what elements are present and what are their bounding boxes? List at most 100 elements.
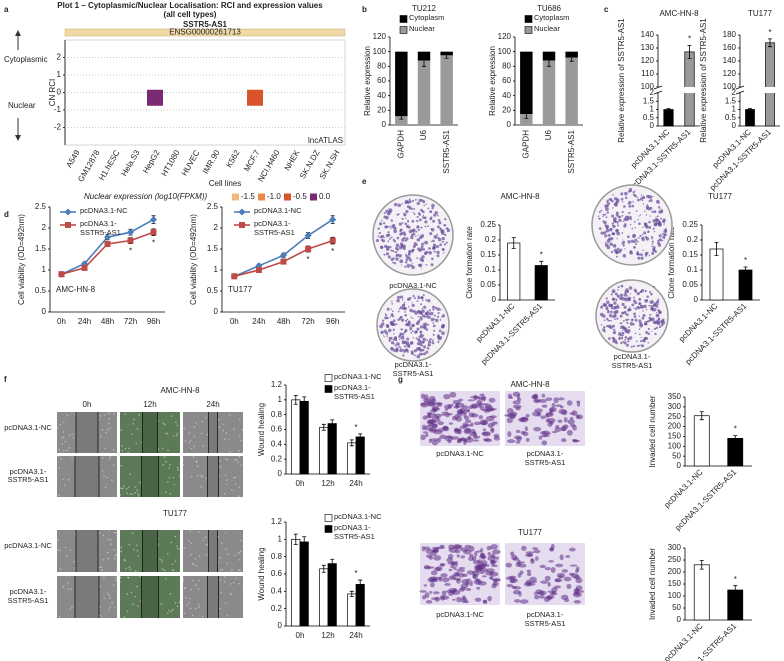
annotation: * xyxy=(688,35,691,44)
colony xyxy=(389,316,392,318)
cell xyxy=(458,398,464,402)
colony xyxy=(398,346,400,348)
colony xyxy=(661,320,666,325)
cell xyxy=(451,589,456,595)
y-tick-label: 0 xyxy=(214,307,219,316)
colony xyxy=(416,215,419,219)
colony xyxy=(645,330,648,334)
cell xyxy=(195,565,198,567)
cell xyxy=(200,432,203,435)
point xyxy=(150,229,157,236)
colony xyxy=(410,316,413,319)
cell xyxy=(62,436,65,438)
colony xyxy=(616,255,618,258)
colony xyxy=(627,240,631,244)
colony xyxy=(612,324,616,328)
cell xyxy=(439,544,445,548)
colony xyxy=(599,210,601,213)
cell xyxy=(170,610,173,613)
bar xyxy=(291,538,301,627)
image-caption: pcDNA3.1-SSTR5-AS1 xyxy=(392,361,434,378)
cell xyxy=(70,588,72,590)
colony xyxy=(640,290,643,292)
colony xyxy=(417,226,420,229)
cell xyxy=(137,555,139,557)
cell xyxy=(453,405,460,409)
y-tick-label: 60 xyxy=(377,76,386,85)
colony xyxy=(627,202,630,205)
cell xyxy=(241,428,244,431)
colony xyxy=(412,211,414,213)
colony xyxy=(439,227,443,231)
colony xyxy=(633,296,636,299)
colony xyxy=(418,248,422,253)
colony xyxy=(410,235,414,240)
colony xyxy=(406,264,411,268)
colony xyxy=(398,245,403,250)
cell xyxy=(166,552,169,555)
colony xyxy=(380,245,384,249)
colony xyxy=(392,338,395,341)
colony xyxy=(649,290,652,294)
colony xyxy=(642,226,644,228)
cell xyxy=(540,580,549,584)
cell xyxy=(425,600,433,604)
y-axis-label: Cell viability (OD=492nm) xyxy=(189,214,198,305)
cell xyxy=(477,562,487,569)
cell xyxy=(195,584,197,586)
colony xyxy=(416,219,419,223)
colony xyxy=(619,296,623,300)
cell xyxy=(200,485,202,488)
column-label: 0h xyxy=(83,400,92,409)
colony xyxy=(634,238,638,242)
cell xyxy=(433,591,440,595)
colony xyxy=(606,317,609,321)
colony xyxy=(388,336,392,341)
colony xyxy=(426,339,429,341)
colony xyxy=(436,245,440,249)
error-bar xyxy=(539,260,544,271)
cell xyxy=(491,564,498,568)
cell xyxy=(104,486,107,489)
colony xyxy=(607,319,610,322)
y-tick-label: 2 xyxy=(214,223,219,232)
cell xyxy=(566,400,573,406)
colony xyxy=(392,310,394,313)
cell xyxy=(229,450,231,453)
colony xyxy=(638,215,640,217)
cell xyxy=(486,407,495,412)
axis-break-mark xyxy=(735,85,745,95)
colony xyxy=(406,318,409,321)
colony xyxy=(641,199,644,202)
colony xyxy=(658,238,663,242)
x-tick-label: MCF.7 xyxy=(242,148,262,173)
y-tick-label: 150 xyxy=(668,579,682,588)
colony xyxy=(608,237,611,241)
bar-segment xyxy=(520,51,533,114)
colony xyxy=(629,250,633,253)
legend-label: 0.0 xyxy=(319,192,331,201)
cell xyxy=(554,579,561,583)
cell xyxy=(483,568,488,573)
colony xyxy=(392,223,396,227)
colony xyxy=(420,296,424,300)
cell xyxy=(440,573,448,578)
cell xyxy=(491,583,497,589)
y-tick-label: 250 xyxy=(668,412,682,421)
colony xyxy=(417,315,420,318)
point xyxy=(239,222,245,228)
cell xyxy=(109,597,111,599)
cell xyxy=(516,394,521,400)
colony xyxy=(633,312,636,316)
cell xyxy=(428,427,437,433)
colony xyxy=(392,261,395,264)
cell xyxy=(62,421,65,423)
colony xyxy=(663,223,666,225)
cell xyxy=(551,592,556,595)
colony xyxy=(617,289,619,291)
cell xyxy=(549,406,557,413)
y-axis-label: Cell viability (OD=492nm) xyxy=(17,214,26,305)
colony xyxy=(617,332,622,336)
colony xyxy=(616,317,619,320)
colony xyxy=(644,299,648,303)
